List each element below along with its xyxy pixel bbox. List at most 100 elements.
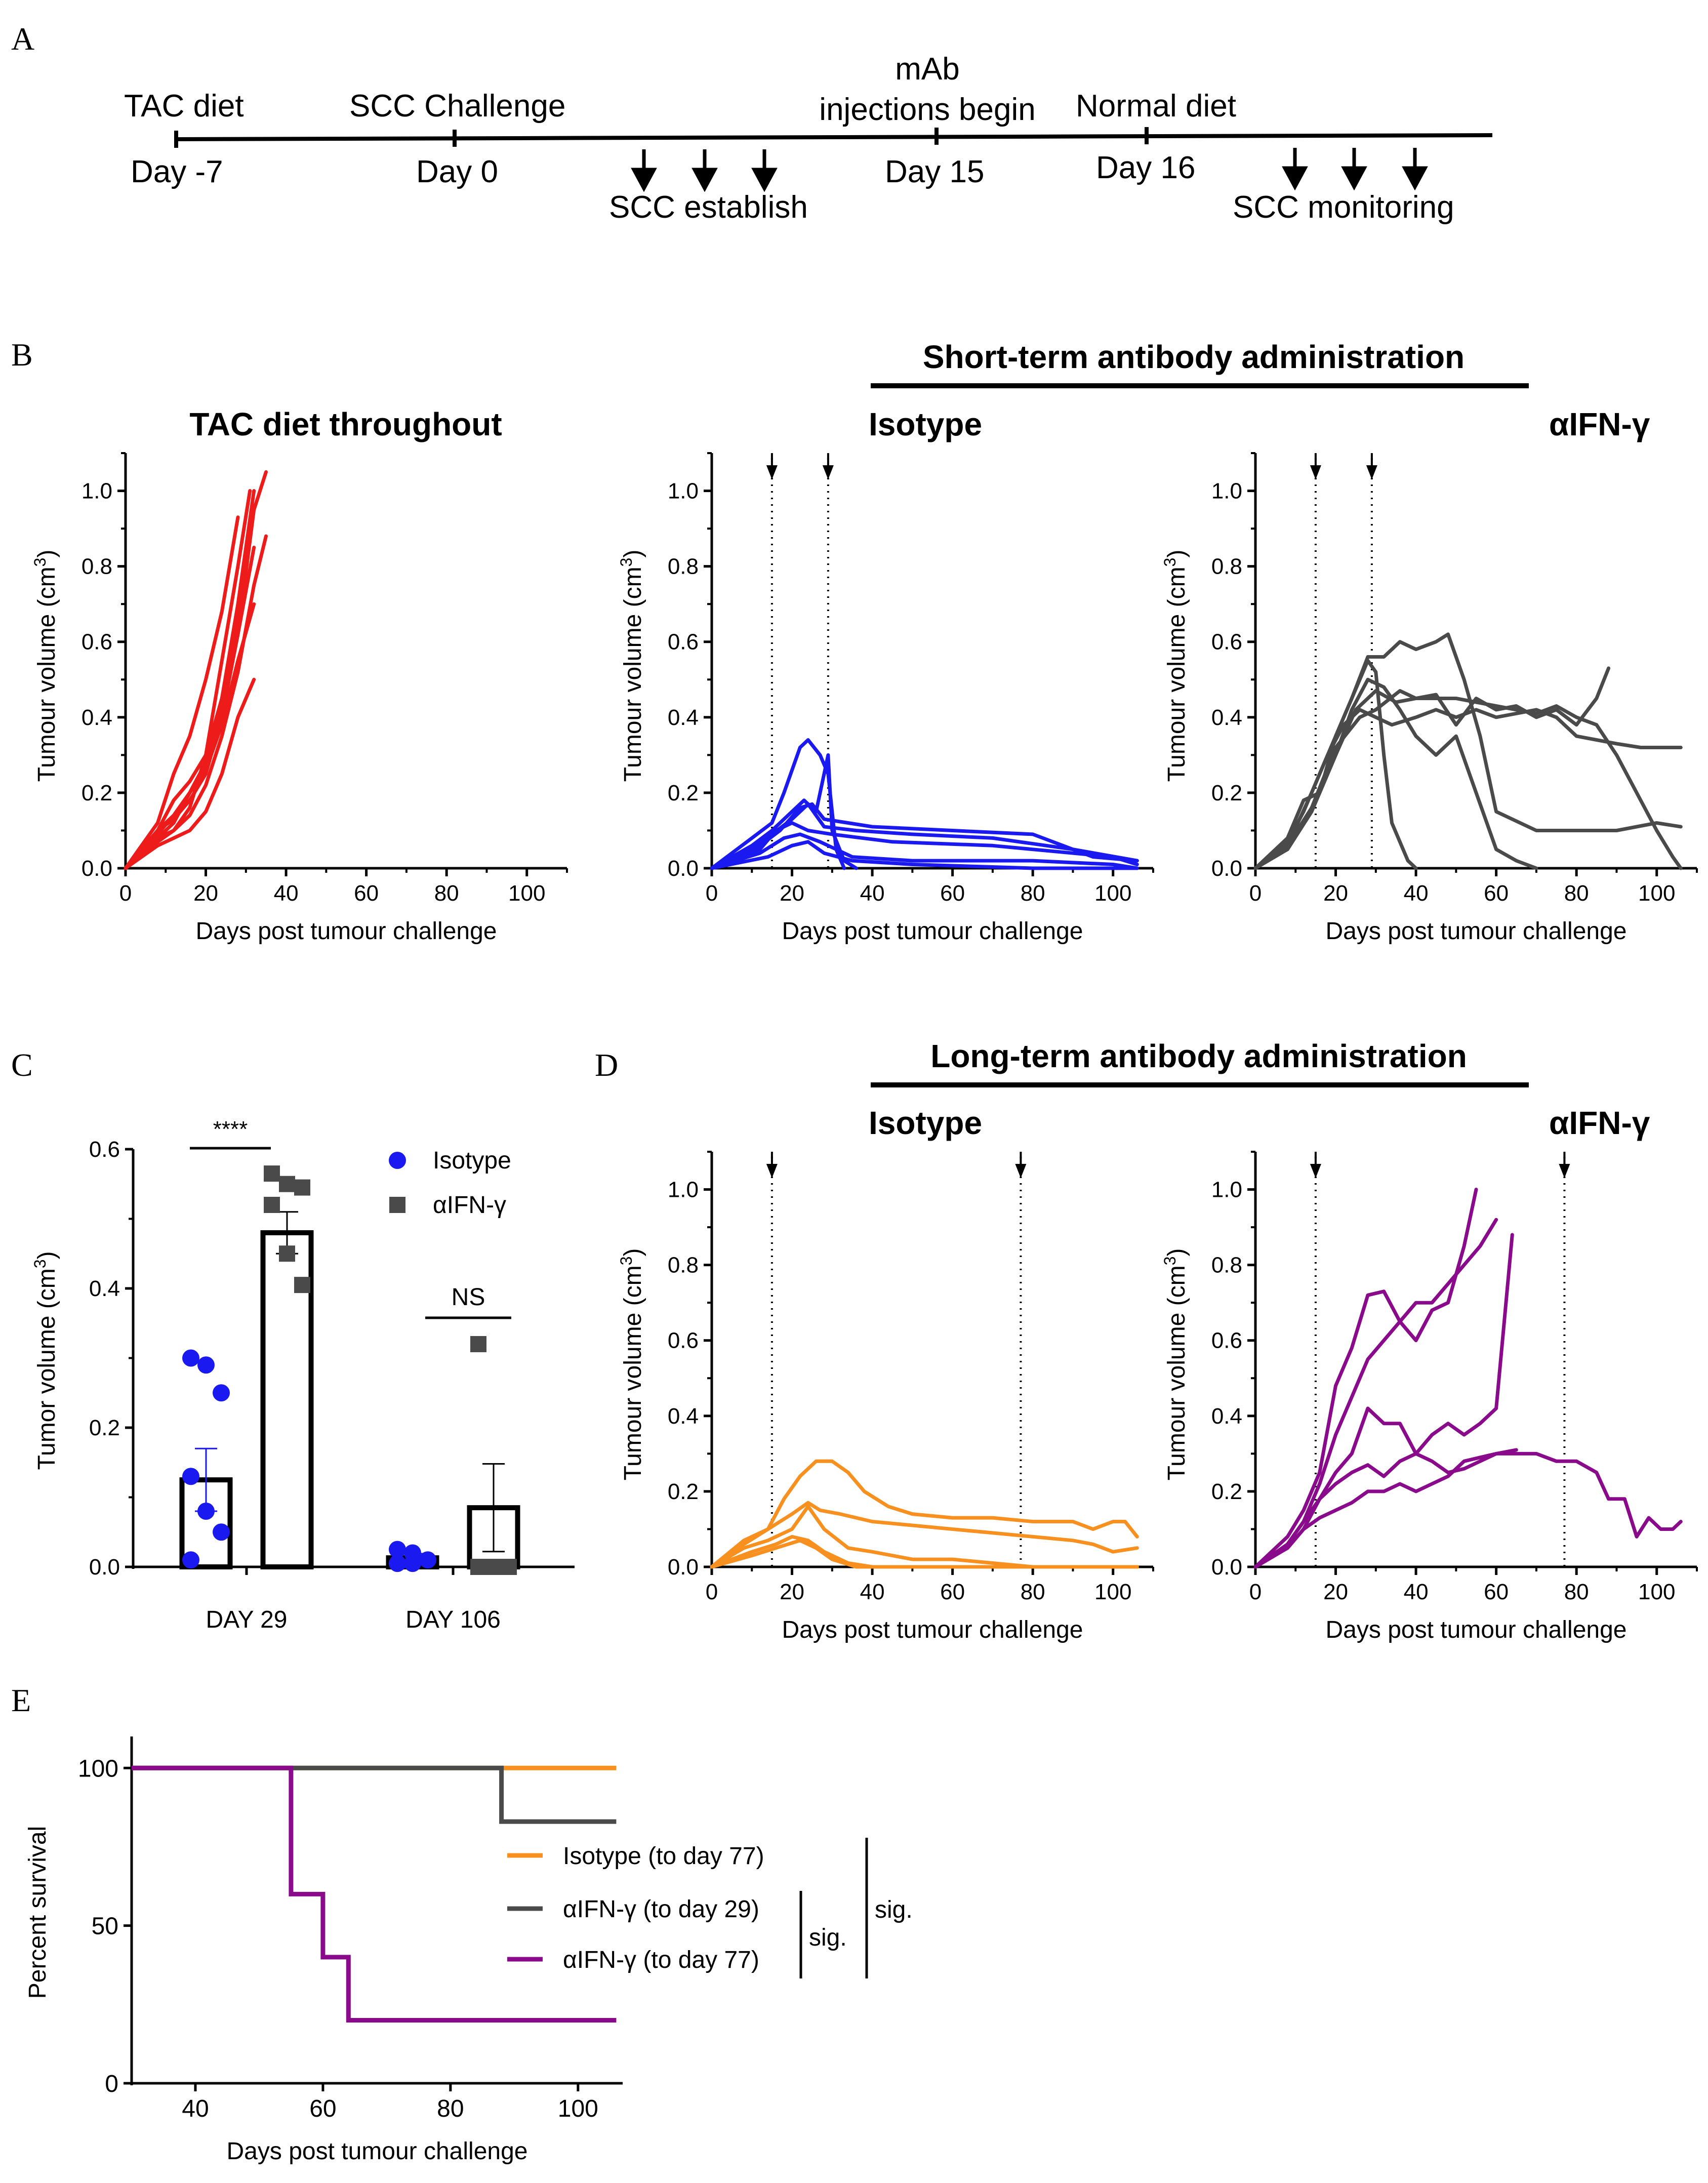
- series-line-5: [1253, 1448, 1518, 1569]
- y-tick-label: 0.2: [82, 781, 112, 805]
- x-axis-label: Days post tumour challenge: [1326, 1616, 1627, 1643]
- chart-title: Isotype: [869, 1105, 982, 1141]
- data-point-ifng: [294, 1277, 310, 1293]
- y-tick-label: 0.6: [82, 630, 112, 655]
- x-tick-label: 80: [434, 881, 459, 906]
- series-line-5: [1253, 666, 1611, 870]
- x-axis-label: Days post tumour challenge: [227, 2138, 528, 2165]
- sig-label-inner: sig.: [809, 1924, 847, 1951]
- series-line-1: [710, 1459, 1139, 1569]
- sig-label-day29: ****: [213, 1117, 248, 1142]
- y-tick-label: 1.0: [668, 479, 699, 504]
- panel-label-b: B: [11, 337, 33, 373]
- series-line-6: [1253, 689, 1683, 870]
- long-term-header: Long-term antibody administration: [930, 1038, 1467, 1074]
- legend-marker-ifng: [389, 1197, 405, 1213]
- legend-label-1: Isotype (to day 77): [563, 1843, 764, 1870]
- data-point-ifng: [279, 1176, 295, 1192]
- x-axis-label: Days post tumour challenge: [782, 1616, 1083, 1643]
- sig-label-outer: sig.: [875, 1896, 913, 1923]
- series-line-4: [124, 470, 268, 870]
- series-line-5: [124, 534, 268, 870]
- y-tick-label: 0.6: [1211, 1328, 1242, 1353]
- legend-label-3: αIFN-γ (to day 77): [563, 1947, 759, 1973]
- mab-injection-arrow: [1559, 1164, 1570, 1178]
- y-tick-label: 0.6: [89, 1137, 120, 1162]
- x-tick-label: 40: [860, 1580, 885, 1604]
- chart-bar-day29-day106: 0.0 0.2 0.4 0.6 Tumor volume (cm3) DAY 29 DAY …: [31, 1117, 575, 1633]
- y-tick-label: 0.4: [1211, 1404, 1242, 1429]
- chart-short-isotype: 0 20 40 60 80 100 0.0 0.2 0.4 0.6 0.8 1.0 Days post …: [617, 406, 1154, 945]
- x-axis-label: Days post tumour challenge: [196, 918, 497, 945]
- tl-day-15: Day 15: [885, 154, 984, 189]
- x-tick-label: 0: [1249, 1580, 1262, 1604]
- x-tick-label: 40: [860, 881, 885, 906]
- legend-label-isotype: Isotype: [433, 1147, 511, 1174]
- series-line-5: [710, 1539, 1139, 1569]
- data-point-ifng: [470, 1559, 486, 1575]
- x-tick-label: 40: [182, 2095, 209, 2122]
- y-axis-label: Tumour volume (cm3): [1161, 550, 1190, 782]
- chart-survival: 40 60 80 100 0 50 100 Days post tumour challeng…: [24, 1736, 913, 2165]
- timeline: TAC diet SCC Challenge mAb injections be…: [124, 52, 1493, 225]
- y-tick-label: 1.0: [668, 1178, 699, 1202]
- y-tick-label: 0: [105, 2071, 118, 2097]
- chart-short-ifng: 0 20 40 60 80 100 0.0 0.2 0.4 0.6 0.8 1.0 Days post …: [1161, 406, 1698, 945]
- x-axis-label: Days post tumour challenge: [782, 918, 1083, 945]
- mab-injection-arrow: [822, 465, 834, 479]
- tl-day-minus-7: Day -7: [131, 154, 223, 189]
- x-tick-label: 100: [1638, 881, 1675, 906]
- data-point-isotype: [182, 1468, 199, 1485]
- y-tick-label: 0.2: [1211, 781, 1242, 805]
- chart-title: αIFN-γ: [1549, 406, 1650, 442]
- y-tick-label: 1.0: [1211, 1178, 1242, 1202]
- y-tick-label: 1.0: [1211, 479, 1242, 504]
- y-tick-label: 0.8: [1211, 1253, 1242, 1278]
- x-tick-label: 60: [940, 881, 965, 906]
- x-tick-label: 40: [1404, 1580, 1429, 1604]
- x-tick-label: 80: [1021, 1580, 1045, 1604]
- sig-label-day106: NS: [452, 1284, 485, 1311]
- survival-line-2: [132, 1765, 617, 1824]
- x-tick-label: 20: [780, 881, 804, 906]
- y-tick-label: 0.0: [82, 856, 112, 881]
- x-tick-label: 100: [558, 2095, 598, 2122]
- legend-marker-isotype: [389, 1152, 406, 1169]
- y-tick-label: 50: [92, 1913, 118, 1940]
- x-tick-label: 80: [1021, 881, 1045, 906]
- series-line-1: [1253, 1188, 1478, 1569]
- y-tick-label: 1.0: [82, 479, 112, 504]
- data-point-isotype: [182, 1551, 199, 1569]
- y-tick-label: 0.6: [668, 630, 699, 655]
- y-tick-label: 0.4: [1211, 705, 1242, 730]
- data-point-isotype: [213, 1523, 230, 1541]
- legend-label-ifng: αIFN-γ: [433, 1192, 506, 1219]
- x-tick-label: 0: [1249, 881, 1262, 906]
- series-line-5: [710, 832, 1139, 870]
- series-line-7: [710, 802, 1139, 870]
- mab-injection-arrow: [1310, 465, 1321, 479]
- x-tick-label: 100: [1638, 1580, 1675, 1604]
- x-tick-label: 0: [706, 1580, 718, 1604]
- series-line-9: [124, 602, 256, 870]
- x-tick-label: 60: [309, 2095, 336, 2122]
- x-tick-label: 60: [1484, 1580, 1509, 1604]
- data-point-isotype: [404, 1555, 421, 1572]
- tl-injections-begin: injections begin: [819, 92, 1035, 127]
- data-point-ifng: [294, 1179, 310, 1196]
- tl-scc-challenge: SCC Challenge: [349, 89, 565, 124]
- data-point-isotype: [213, 1384, 230, 1402]
- y-axis-label: Tumour volume (cm3): [31, 550, 60, 782]
- tl-day-16: Day 16: [1096, 150, 1195, 185]
- panel-label-e: E: [11, 1682, 31, 1718]
- y-tick-label: 0.2: [1211, 1479, 1242, 1504]
- chart-long-ifng: 0 20 40 60 80 100 0.0 0.2 0.4 0.6 0.8 1.0 Days post …: [1161, 1105, 1698, 1643]
- panel-label-c: C: [11, 1047, 33, 1083]
- data-point-isotype: [389, 1541, 406, 1558]
- series-line-3: [1253, 632, 1683, 870]
- x-tick-label: 40: [1404, 881, 1429, 906]
- x-tick-label: 100: [1094, 1580, 1131, 1604]
- y-tick-label: 0.0: [89, 1555, 120, 1580]
- data-point-ifng: [264, 1165, 280, 1182]
- tl-scc-establish: SCC establish: [609, 190, 808, 225]
